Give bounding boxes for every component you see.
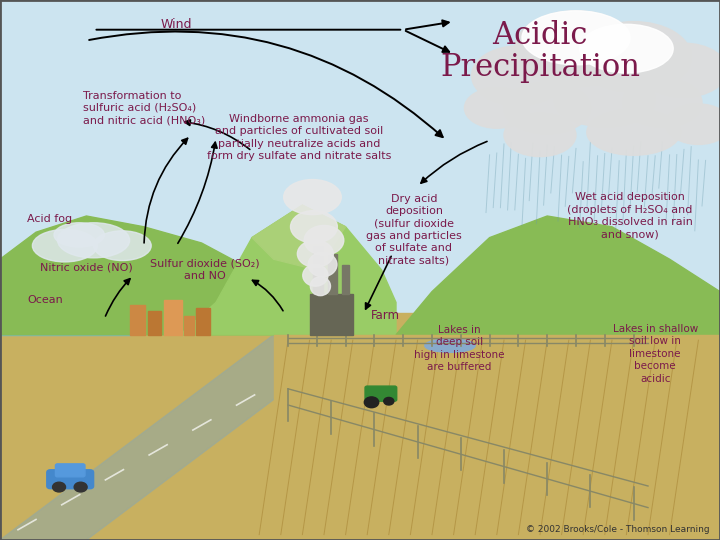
Polygon shape	[180, 205, 396, 335]
Ellipse shape	[297, 240, 333, 267]
Circle shape	[53, 482, 66, 492]
Ellipse shape	[554, 73, 655, 127]
Ellipse shape	[308, 253, 337, 276]
FancyBboxPatch shape	[55, 464, 85, 477]
Bar	[184, 316, 194, 335]
Ellipse shape	[641, 43, 720, 97]
Ellipse shape	[587, 109, 680, 156]
Polygon shape	[396, 216, 720, 335]
Text: Sulfur dioxide (SO₂)
and NO: Sulfur dioxide (SO₂) and NO	[150, 259, 260, 281]
Bar	[342, 265, 349, 294]
Ellipse shape	[94, 231, 151, 261]
Ellipse shape	[425, 339, 475, 352]
Bar	[0, 313, 720, 540]
Text: Wet acid deposition
(droplets of H₂SO₄ and
HNO₃ dissolved in rain
and snow): Wet acid deposition (droplets of H₂SO₄ a…	[567, 192, 693, 240]
Text: Nitric oxide (NO): Nitric oxide (NO)	[40, 262, 132, 272]
Ellipse shape	[515, 11, 637, 86]
Bar	[0, 0, 720, 335]
Ellipse shape	[464, 87, 529, 128]
Ellipse shape	[576, 22, 691, 92]
Ellipse shape	[290, 211, 337, 243]
Text: Precipitation: Precipitation	[440, 52, 640, 83]
Ellipse shape	[310, 276, 330, 296]
Bar	[164, 300, 182, 335]
FancyArrowPatch shape	[89, 31, 443, 137]
Text: Lakes in
deep soil
high in limestone
are buffered: Lakes in deep soil high in limestone are…	[414, 325, 505, 372]
FancyBboxPatch shape	[365, 386, 397, 401]
Polygon shape	[0, 216, 324, 335]
Ellipse shape	[580, 24, 673, 73]
Ellipse shape	[504, 82, 590, 133]
Text: Acid fog: Acid fog	[27, 214, 73, 224]
Bar	[313, 246, 323, 294]
Text: Farm: Farm	[371, 309, 400, 322]
Polygon shape	[0, 335, 360, 540]
Ellipse shape	[623, 78, 702, 127]
Ellipse shape	[304, 225, 344, 255]
Circle shape	[74, 482, 87, 492]
Text: © 2002 Brooks/Cole - Thomson Learning: © 2002 Brooks/Cole - Thomson Learning	[526, 524, 709, 534]
Text: Wind: Wind	[161, 18, 192, 31]
Circle shape	[384, 397, 394, 405]
Bar	[0, 286, 130, 335]
Bar	[148, 310, 161, 335]
Polygon shape	[252, 205, 346, 270]
Text: Dry acid
deposition
(sulfur dioxide
gas and particles
of sulfate and
nitrate sal: Dry acid deposition (sulfur dioxide gas …	[366, 193, 462, 266]
Polygon shape	[274, 335, 720, 540]
Text: Ocean: Ocean	[27, 295, 63, 305]
Text: Windborne ammonia gas
and particles of cultivated soil
partially neutralize acid: Windborne ammonia gas and particles of c…	[207, 114, 391, 161]
Ellipse shape	[504, 113, 576, 157]
Bar	[310, 294, 353, 335]
Text: Acidic: Acidic	[492, 19, 588, 51]
Text: Transformation to
sulfuric acid (H₂SO₄)
and nitric acid (HNO₃): Transformation to sulfuric acid (H₂SO₄) …	[83, 91, 205, 125]
Bar	[328, 254, 337, 294]
Circle shape	[364, 397, 379, 408]
Ellipse shape	[522, 11, 630, 65]
Ellipse shape	[58, 222, 130, 258]
Ellipse shape	[472, 46, 565, 105]
Bar	[196, 308, 210, 335]
Text: Lakes in shallow
soil low in
limestone
become
acidic: Lakes in shallow soil low in limestone b…	[613, 324, 698, 383]
Ellipse shape	[666, 104, 720, 144]
FancyBboxPatch shape	[47, 470, 94, 489]
Polygon shape	[0, 281, 173, 335]
Ellipse shape	[284, 179, 341, 215]
Ellipse shape	[302, 265, 328, 286]
Ellipse shape	[54, 223, 104, 247]
Bar	[130, 305, 145, 335]
Ellipse shape	[32, 230, 97, 262]
